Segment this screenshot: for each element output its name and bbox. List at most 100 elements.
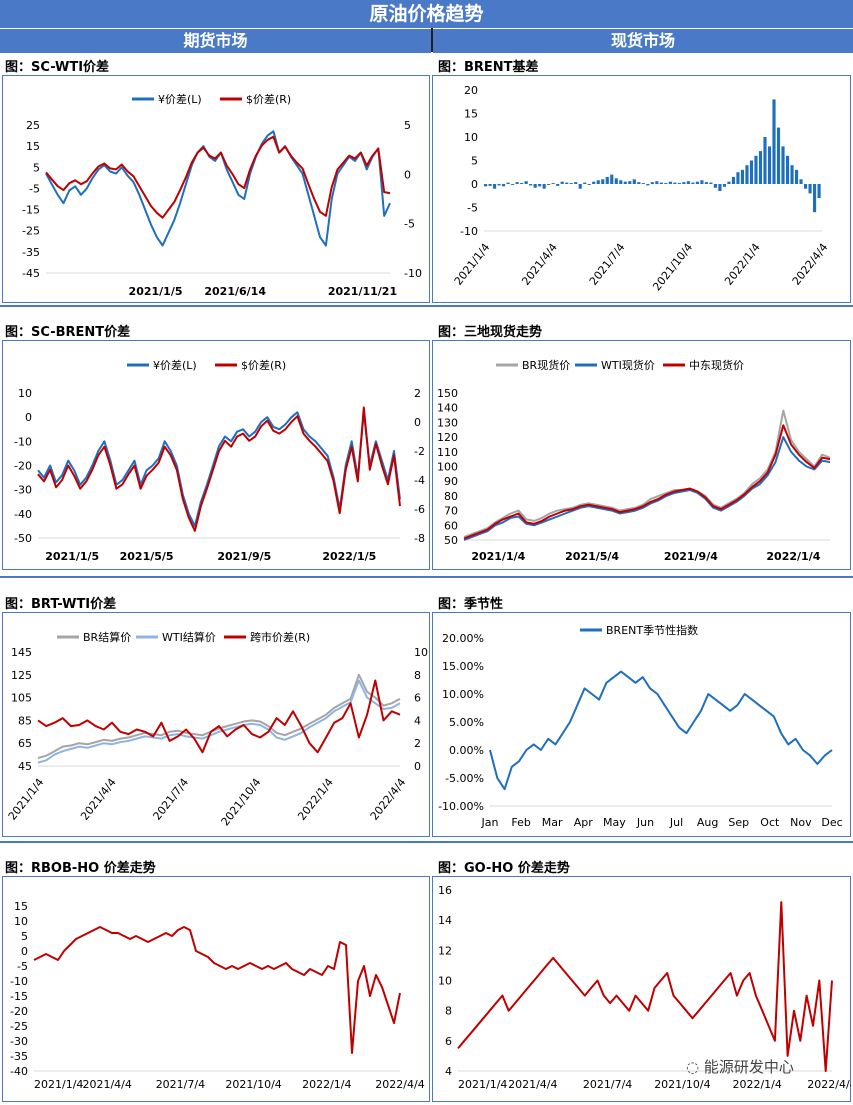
header-divider <box>431 28 433 52</box>
y2-tick-label: 0 <box>414 760 421 773</box>
x-tick-label: 2022/1/5 <box>322 550 376 563</box>
bar <box>623 181 627 184</box>
bar <box>632 179 636 184</box>
y-tick-label: 130 <box>437 416 458 429</box>
bar <box>533 184 537 188</box>
bar <box>592 181 596 184</box>
x-tick-label: 2021/4/4 <box>508 1078 557 1091</box>
row-separator <box>0 305 853 307</box>
bar <box>488 184 492 186</box>
bar <box>529 184 533 186</box>
legend-entry: ¥价差(L) <box>158 92 202 106</box>
chart-frame <box>2 612 430 837</box>
y-tick-label: -35 <box>22 246 40 259</box>
tab-futures-market[interactable]: 期货市场 <box>0 28 431 53</box>
y2-tick-label: -5 <box>404 218 415 231</box>
y2-tick-label: -10 <box>404 267 422 280</box>
y2-tick-label: 0 <box>404 168 411 181</box>
bar <box>614 178 618 184</box>
x-tick-label: Dec <box>821 816 842 829</box>
bar <box>704 182 708 184</box>
x-tick-label: Apr <box>574 816 594 829</box>
x-tick-label: Jul <box>669 816 683 829</box>
panel-title-rbob-ho: 图：RBOB-HO 价差走势 <box>5 861 156 876</box>
legend-entry: 中东现货价 <box>689 358 744 372</box>
series-line <box>37 406 401 532</box>
y-tick-label: -25 <box>10 1020 28 1033</box>
bar <box>655 181 659 184</box>
bar <box>560 181 564 184</box>
y-tick-label: -40 <box>14 508 32 521</box>
chart-frame <box>432 612 851 837</box>
y-tick-label: 70 <box>444 505 458 518</box>
y-tick-label: 85 <box>18 714 32 727</box>
series-line <box>37 673 401 759</box>
wechat-icon: ◌ <box>686 1058 704 1076</box>
bar <box>569 183 573 184</box>
bar <box>659 182 663 184</box>
watermark: ◌ 能源研发中心 <box>686 1056 794 1077</box>
x-tick-label: 2021/9/4 <box>664 550 718 563</box>
bar <box>709 182 713 184</box>
y-tick-label: 14 <box>438 914 452 927</box>
y-tick-label: 10.00% <box>442 688 484 701</box>
y2-tick-label: 8 <box>414 669 421 682</box>
y-tick-label: -10 <box>10 975 28 988</box>
x-tick-label: May <box>603 816 626 829</box>
series-line <box>45 135 391 219</box>
y-tick-label: 4 <box>445 1065 452 1078</box>
y2-tick-label: -6 <box>414 503 425 516</box>
chart-frame <box>432 75 851 303</box>
x-tick-label: 2021/1/4 <box>471 550 525 563</box>
legend-entry: WTI结算价 <box>162 630 216 644</box>
bar <box>754 155 758 184</box>
row-separator <box>0 841 853 843</box>
x-tick-label: 2021/11/21 <box>328 285 397 298</box>
y2-tick-label: -2 <box>414 445 425 458</box>
y2-tick-label: -8 <box>414 532 425 545</box>
y-tick-label: 0 <box>25 411 32 424</box>
x-tick-label: 2021/5/5 <box>120 550 174 563</box>
row-separator <box>0 576 853 578</box>
bar <box>605 176 609 184</box>
bar <box>484 184 488 187</box>
bar <box>601 179 605 184</box>
bar <box>749 160 754 184</box>
y-tick-label: 5 <box>33 161 40 174</box>
y-tick-label: -30 <box>10 1035 28 1048</box>
y-tick-label: 15 <box>26 140 40 153</box>
y-tick-label: 8 <box>445 1005 452 1018</box>
bar <box>772 99 776 184</box>
y-tick-label: -5 <box>467 202 478 215</box>
y-tick-label: -5 <box>29 182 40 195</box>
y-tick-label: -40 <box>10 1065 28 1078</box>
bar <box>808 184 812 194</box>
y-tick-label: 15 <box>14 900 28 913</box>
y-tick-label: 80 <box>444 490 458 503</box>
panel-title-sc-brent: 图：SC-BRENT价差 <box>5 325 131 340</box>
bar <box>650 182 654 184</box>
bar <box>551 183 555 184</box>
y-tick-label: 125 <box>11 669 32 682</box>
y-tick-label: -10.00% <box>438 800 484 813</box>
bar <box>583 182 587 184</box>
legend-entry: BR结算价 <box>83 630 131 644</box>
chart-seasonality: 20.00% 15.00% 10.00% 5.00% 0.00% -5.00% -10.00… <box>432 612 851 837</box>
bar <box>776 127 781 184</box>
y-tick-label: 45 <box>18 760 32 773</box>
x-tick-label: 2021/10/4 <box>654 1078 710 1091</box>
x-tick-label: Oct <box>760 816 780 829</box>
y-tick-label: 20 <box>464 84 478 97</box>
tab-spot-market[interactable]: 现货市场 <box>433 28 853 53</box>
bar <box>686 181 690 184</box>
chart-frame <box>2 876 430 1102</box>
bar <box>641 183 645 184</box>
bar <box>664 183 668 184</box>
bar <box>812 184 817 213</box>
series-line <box>37 679 401 754</box>
y-tick-label: -25 <box>22 225 40 238</box>
y2-tick-label: -4 <box>414 474 425 487</box>
bar <box>556 184 560 186</box>
y-tick-label: -45 <box>22 267 40 280</box>
